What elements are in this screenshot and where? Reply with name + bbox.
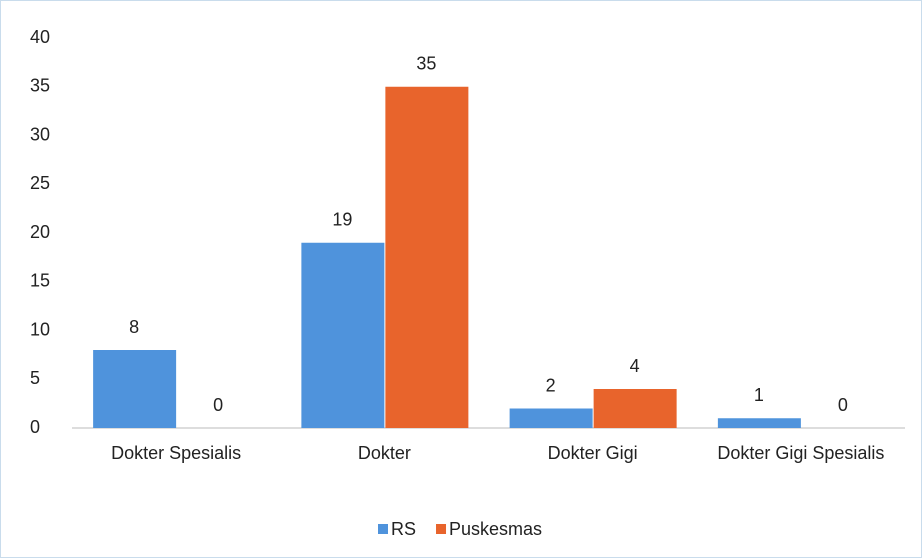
value-label: 19 <box>332 210 352 230</box>
y-tick-label: 35 <box>30 76 50 96</box>
bar <box>385 86 469 428</box>
legend-label: RS <box>391 519 416 539</box>
value-label: 0 <box>838 395 848 415</box>
value-label: 35 <box>416 54 436 74</box>
y-tick-label: 30 <box>30 124 50 144</box>
bar <box>301 242 385 428</box>
value-label: 2 <box>546 375 556 395</box>
y-tick-label: 25 <box>30 173 50 193</box>
bar <box>593 389 677 428</box>
bar <box>93 350 177 428</box>
x-tick-label: Dokter Gigi Spesialis <box>717 443 885 463</box>
x-tick-label: Dokter <box>357 443 411 463</box>
bar <box>717 418 801 428</box>
value-label: 8 <box>129 317 139 337</box>
y-tick-label: 0 <box>30 417 40 437</box>
y-tick-label: 5 <box>30 368 40 388</box>
bar <box>509 408 593 428</box>
y-tick-label: 20 <box>30 222 50 242</box>
x-tick-label: Dokter Gigi <box>547 443 638 463</box>
legend-swatch <box>378 524 388 534</box>
legend-swatch <box>436 524 447 534</box>
value-label: 4 <box>630 356 640 376</box>
y-tick-label: 15 <box>30 271 50 291</box>
value-label: 0 <box>213 395 223 415</box>
y-tick-label: 40 <box>30 27 50 47</box>
value-label: 1 <box>754 385 764 405</box>
legend-label: Puskesmas <box>449 519 542 539</box>
y-tick-label: 10 <box>30 319 50 339</box>
x-tick-label: Dokter Spesialis <box>111 443 242 463</box>
